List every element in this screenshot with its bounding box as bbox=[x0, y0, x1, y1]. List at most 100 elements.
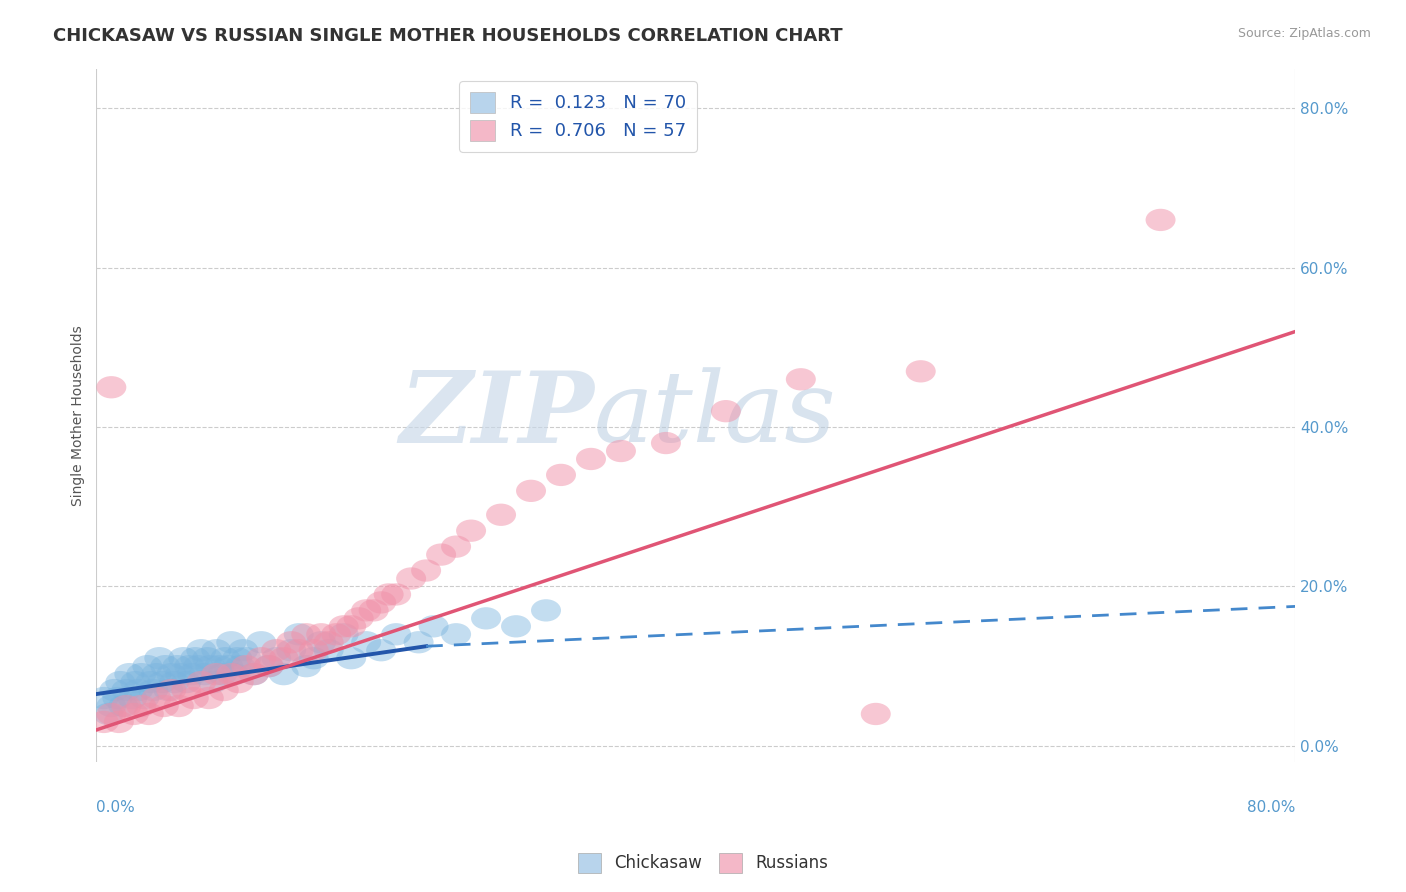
Ellipse shape bbox=[231, 647, 262, 669]
Ellipse shape bbox=[111, 679, 142, 701]
Ellipse shape bbox=[138, 679, 169, 701]
Ellipse shape bbox=[111, 695, 142, 717]
Ellipse shape bbox=[411, 559, 441, 582]
Ellipse shape bbox=[135, 671, 166, 693]
Ellipse shape bbox=[145, 647, 174, 669]
Ellipse shape bbox=[291, 655, 321, 677]
Ellipse shape bbox=[183, 655, 214, 677]
Ellipse shape bbox=[381, 624, 411, 646]
Ellipse shape bbox=[546, 464, 576, 486]
Ellipse shape bbox=[1146, 209, 1175, 231]
Ellipse shape bbox=[156, 679, 186, 701]
Ellipse shape bbox=[166, 663, 195, 685]
Ellipse shape bbox=[374, 583, 404, 606]
Ellipse shape bbox=[142, 687, 172, 709]
Ellipse shape bbox=[89, 687, 120, 709]
Ellipse shape bbox=[359, 599, 388, 622]
Ellipse shape bbox=[156, 663, 186, 685]
Ellipse shape bbox=[97, 376, 127, 399]
Ellipse shape bbox=[190, 663, 219, 685]
Ellipse shape bbox=[419, 615, 449, 638]
Ellipse shape bbox=[486, 504, 516, 526]
Ellipse shape bbox=[352, 599, 381, 622]
Ellipse shape bbox=[201, 639, 231, 661]
Ellipse shape bbox=[179, 687, 208, 709]
Ellipse shape bbox=[307, 624, 336, 646]
Ellipse shape bbox=[314, 639, 343, 661]
Ellipse shape bbox=[104, 711, 134, 733]
Ellipse shape bbox=[97, 695, 127, 717]
Ellipse shape bbox=[120, 703, 149, 725]
Ellipse shape bbox=[576, 448, 606, 470]
Y-axis label: Single Mother Households: Single Mother Households bbox=[72, 325, 86, 506]
Ellipse shape bbox=[471, 607, 501, 630]
Ellipse shape bbox=[456, 519, 486, 541]
Ellipse shape bbox=[174, 655, 204, 677]
Ellipse shape bbox=[127, 695, 156, 717]
Ellipse shape bbox=[165, 695, 194, 717]
Ellipse shape bbox=[89, 711, 120, 733]
Ellipse shape bbox=[651, 432, 681, 454]
Ellipse shape bbox=[214, 655, 243, 677]
Ellipse shape bbox=[239, 663, 269, 685]
Ellipse shape bbox=[329, 615, 359, 638]
Ellipse shape bbox=[531, 599, 561, 622]
Ellipse shape bbox=[97, 703, 127, 725]
Ellipse shape bbox=[222, 647, 252, 669]
Ellipse shape bbox=[153, 679, 183, 701]
Ellipse shape bbox=[150, 655, 180, 677]
Ellipse shape bbox=[860, 703, 891, 725]
Ellipse shape bbox=[124, 679, 153, 701]
Text: atlas: atlas bbox=[593, 368, 837, 463]
Ellipse shape bbox=[336, 615, 366, 638]
Ellipse shape bbox=[169, 647, 198, 669]
Ellipse shape bbox=[441, 624, 471, 646]
Ellipse shape bbox=[103, 687, 132, 709]
Ellipse shape bbox=[366, 639, 396, 661]
Ellipse shape bbox=[114, 663, 145, 685]
Ellipse shape bbox=[396, 567, 426, 590]
Ellipse shape bbox=[186, 639, 217, 661]
Ellipse shape bbox=[284, 639, 314, 661]
Ellipse shape bbox=[246, 647, 276, 669]
Ellipse shape bbox=[129, 687, 159, 709]
Ellipse shape bbox=[108, 695, 138, 717]
Ellipse shape bbox=[606, 440, 636, 462]
Ellipse shape bbox=[211, 647, 240, 669]
Ellipse shape bbox=[142, 663, 172, 685]
Ellipse shape bbox=[329, 624, 359, 646]
Ellipse shape bbox=[231, 655, 262, 677]
Ellipse shape bbox=[148, 671, 177, 693]
Text: CHICKASAW VS RUSSIAN SINGLE MOTHER HOUSEHOLDS CORRELATION CHART: CHICKASAW VS RUSSIAN SINGLE MOTHER HOUSE… bbox=[53, 27, 844, 45]
Ellipse shape bbox=[246, 632, 276, 654]
Ellipse shape bbox=[219, 663, 249, 685]
Ellipse shape bbox=[711, 400, 741, 422]
Ellipse shape bbox=[127, 663, 156, 685]
Ellipse shape bbox=[121, 671, 150, 693]
Ellipse shape bbox=[262, 639, 291, 661]
Ellipse shape bbox=[381, 583, 411, 606]
Ellipse shape bbox=[269, 663, 298, 685]
Ellipse shape bbox=[269, 647, 298, 669]
Ellipse shape bbox=[343, 607, 374, 630]
Ellipse shape bbox=[117, 687, 148, 709]
Ellipse shape bbox=[186, 671, 217, 693]
Ellipse shape bbox=[172, 671, 201, 693]
Ellipse shape bbox=[228, 639, 259, 661]
Ellipse shape bbox=[195, 655, 225, 677]
Ellipse shape bbox=[905, 360, 936, 383]
Ellipse shape bbox=[172, 679, 201, 701]
Text: 0.0%: 0.0% bbox=[97, 800, 135, 815]
Ellipse shape bbox=[177, 663, 207, 685]
Ellipse shape bbox=[193, 647, 222, 669]
Ellipse shape bbox=[262, 647, 291, 669]
Ellipse shape bbox=[298, 647, 329, 669]
Ellipse shape bbox=[194, 687, 224, 709]
Ellipse shape bbox=[180, 647, 211, 669]
Ellipse shape bbox=[253, 655, 284, 677]
Ellipse shape bbox=[149, 695, 179, 717]
Ellipse shape bbox=[291, 624, 321, 646]
Text: ZIP: ZIP bbox=[399, 367, 593, 464]
Text: 80.0%: 80.0% bbox=[1247, 800, 1295, 815]
Ellipse shape bbox=[307, 632, 336, 654]
